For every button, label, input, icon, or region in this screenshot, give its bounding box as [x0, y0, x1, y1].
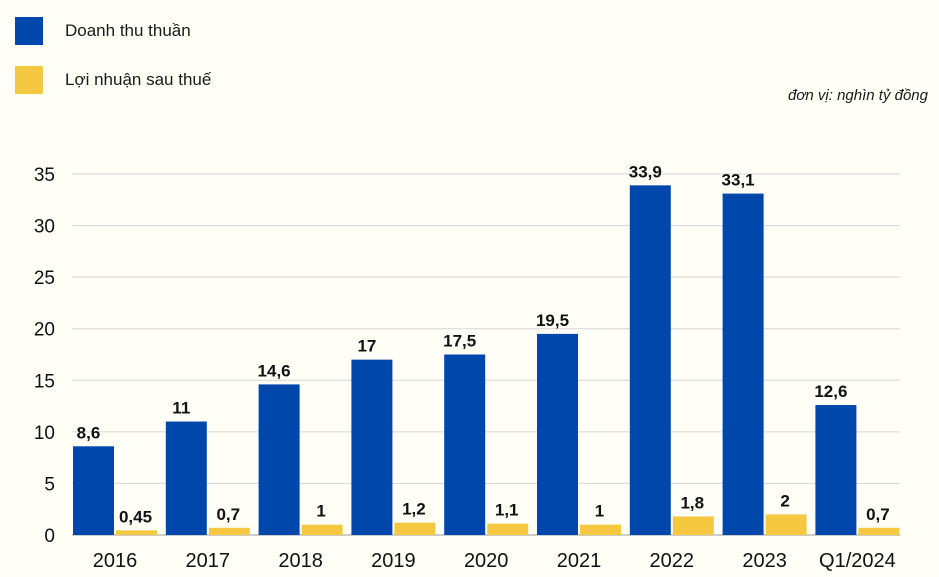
profit-bar — [580, 524, 621, 535]
y-tick-label: 0 — [44, 526, 55, 547]
legend-item-profit: Lợi nhuận sau thuế — [15, 66, 211, 94]
profit-data-label: 1 — [595, 502, 604, 521]
revenue-data-label: 33,9 — [629, 162, 662, 181]
y-tick-label: 35 — [34, 165, 55, 186]
revenue-bar — [258, 384, 300, 535]
revenue-data-label: 33,1 — [722, 171, 755, 190]
x-category-label: 2022 — [650, 550, 695, 572]
revenue-bar — [165, 421, 207, 535]
profit-data-label: 1 — [316, 502, 325, 521]
revenue-bar — [351, 359, 393, 535]
y-tick-label: 20 — [34, 320, 55, 341]
profit-bar — [394, 522, 436, 535]
revenue-data-label: 19,5 — [536, 311, 569, 330]
x-category-label: Q1/2024 — [819, 550, 896, 572]
revenue-bar — [629, 185, 671, 536]
legend-label-revenue: Doanh thu thuần — [65, 21, 191, 40]
profit-data-label: 1,2 — [402, 500, 426, 519]
revenue-bar — [537, 333, 578, 535]
x-category-label: 2023 — [742, 550, 787, 572]
profit-bar — [487, 523, 529, 535]
revenue-data-label: 11 — [172, 399, 190, 418]
profit-bar — [672, 516, 714, 535]
x-category-label: 2018 — [278, 550, 323, 572]
profit-data-label: 0,45 — [119, 507, 152, 526]
revenue-data-label: 17,5 — [443, 332, 476, 351]
legend-item-revenue: Doanh thu thuần — [15, 17, 191, 45]
profit-bar — [301, 524, 343, 535]
x-category-label: 2016 — [93, 550, 138, 572]
revenue-bar — [444, 354, 486, 535]
revenue-data-label: 14,6 — [258, 361, 291, 380]
profit-data-label: 1,1 — [495, 501, 519, 520]
x-category-label: 2020 — [464, 550, 509, 572]
x-category-label: 2019 — [371, 550, 416, 572]
revenue-data-label: 8,6 — [77, 423, 101, 442]
y-tick-label: 25 — [34, 268, 55, 289]
profit-data-label: 2 — [780, 491, 789, 510]
revenue-data-label: 12,6 — [814, 382, 847, 401]
profit-data-label: 1,8 — [680, 493, 704, 512]
profit-data-label: 0,7 — [866, 505, 890, 524]
profit-data-label: 0,7 — [216, 505, 240, 524]
y-tick-label: 15 — [34, 371, 55, 392]
revenue-bar — [815, 405, 857, 535]
legend-label-profit: Lợi nhuận sau thuế — [65, 70, 212, 89]
profit-bar — [858, 527, 900, 535]
y-tick-label: 10 — [34, 423, 55, 444]
profit-bar — [208, 527, 250, 535]
x-category-label: 2021 — [557, 550, 602, 572]
y-tick-label: 5 — [44, 474, 55, 495]
y-tick-label: 30 — [34, 217, 55, 238]
legend-swatch-profit — [15, 66, 43, 94]
profit-bar — [765, 514, 807, 535]
revenue-data-label: 17 — [357, 337, 376, 356]
profit-bar — [116, 530, 157, 535]
legend-swatch-revenue — [15, 17, 43, 45]
unit-note: đơn vị: nghìn tỷ đồng — [788, 87, 928, 104]
revenue-bar — [73, 446, 114, 535]
x-category-label: 2017 — [186, 550, 231, 572]
revenue-bar — [722, 193, 764, 535]
